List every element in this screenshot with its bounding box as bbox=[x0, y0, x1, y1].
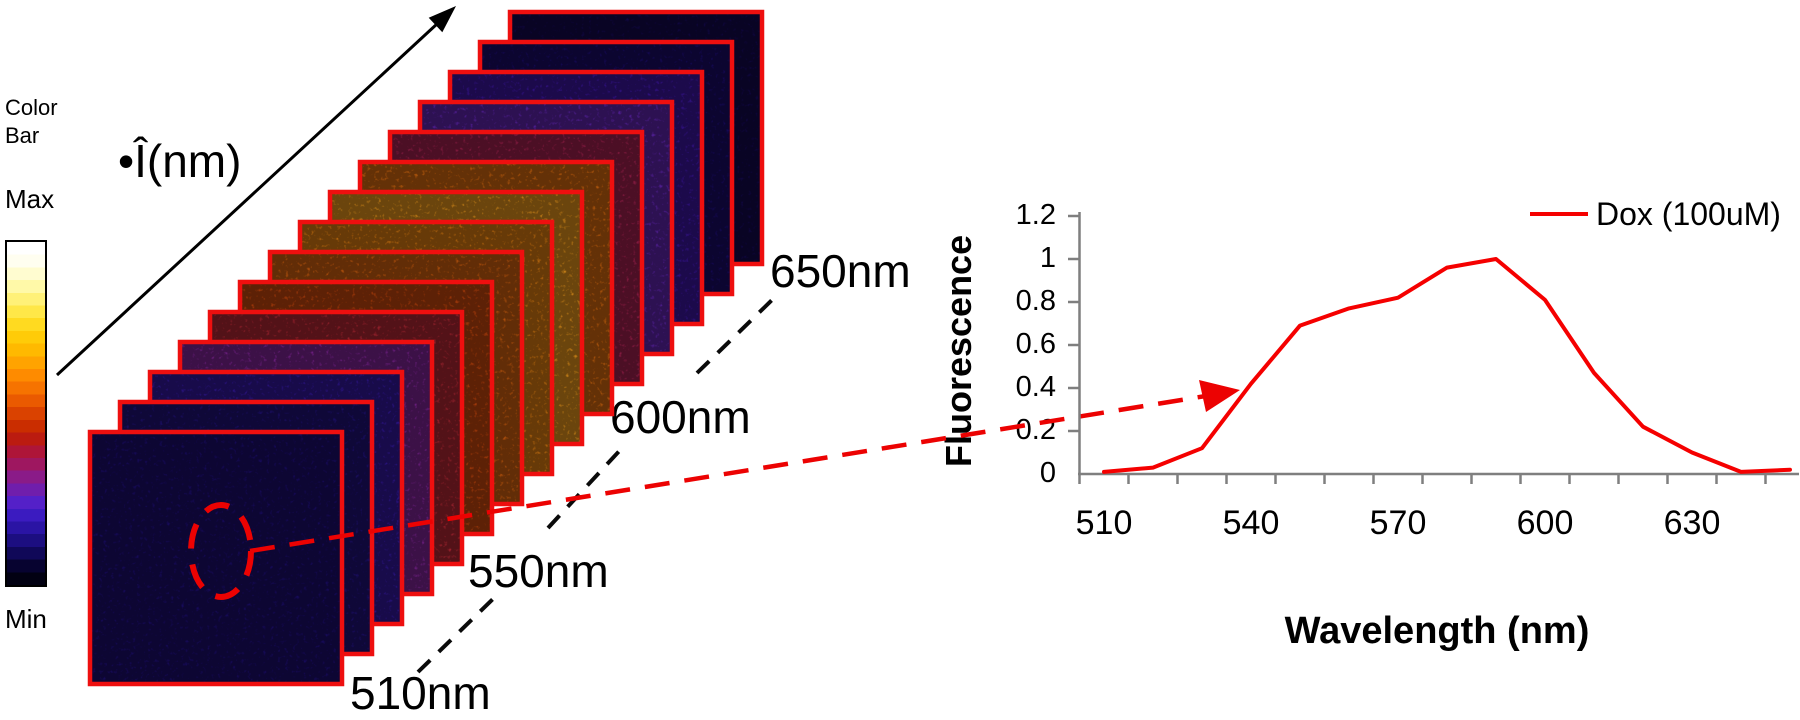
x-tick-label-600: 600 bbox=[1516, 504, 1574, 542]
arrowhead-icon bbox=[428, 6, 456, 33]
roi-arrowhead-icon bbox=[1199, 380, 1240, 412]
dashed-segment-600-650 bbox=[695, 298, 774, 375]
y-tick-label-1.2: 1.2 bbox=[1015, 199, 1056, 231]
y-tick-label-0.6: 0.6 bbox=[1015, 328, 1056, 360]
colorbar-title-line1: Color bbox=[5, 95, 58, 120]
image-stack bbox=[87, 9, 765, 687]
axis-ticks bbox=[1068, 214, 1767, 484]
roi-to-spectrum-arrow bbox=[249, 380, 1240, 554]
colorbar-min-label: Min bbox=[5, 604, 47, 634]
stack-depth-dashed-lines bbox=[416, 298, 774, 674]
x-axis-title: Wavelength (nm) bbox=[1284, 610, 1590, 652]
spectrum-line bbox=[1102, 257, 1792, 474]
y-tick-label-0.8: 0.8 bbox=[1015, 285, 1056, 317]
x-tick-label-630: 630 bbox=[1663, 504, 1721, 542]
x-tick-label-510: 510 bbox=[1075, 504, 1133, 542]
wavelength-axis-label: •Î(nm) bbox=[118, 135, 242, 187]
y-tick-label-0.4: 0.4 bbox=[1015, 371, 1056, 403]
chart-axes bbox=[1078, 212, 1799, 476]
y-tick-label-0: 0 bbox=[1039, 457, 1056, 489]
y-tick-label-1: 1 bbox=[1039, 242, 1056, 274]
colorbar-max-label: Max bbox=[5, 184, 55, 214]
stack-label-650nm: 650nm bbox=[770, 245, 911, 297]
x-tick-label-570: 570 bbox=[1369, 504, 1427, 542]
dashed-segment-550-600 bbox=[546, 445, 625, 530]
stack-frame-border bbox=[87, 429, 345, 687]
stack-frame-noise bbox=[90, 432, 342, 684]
stack-label-550nm: 550nm bbox=[468, 545, 609, 597]
dashed-segment-510-550 bbox=[416, 593, 499, 674]
stack-label-600nm: 600nm bbox=[610, 391, 751, 443]
colorbar-title-line2: Bar bbox=[5, 123, 40, 148]
roi-arrow-line bbox=[249, 392, 1213, 554]
wavelength-axis-arrow bbox=[55, 6, 456, 377]
x-tick-label-540: 540 bbox=[1222, 504, 1280, 542]
colorbar-title: Color Bar bbox=[5, 94, 58, 150]
legend-series-label: Dox (100uM) bbox=[1596, 196, 1781, 232]
colorbar-gradient bbox=[5, 240, 47, 587]
